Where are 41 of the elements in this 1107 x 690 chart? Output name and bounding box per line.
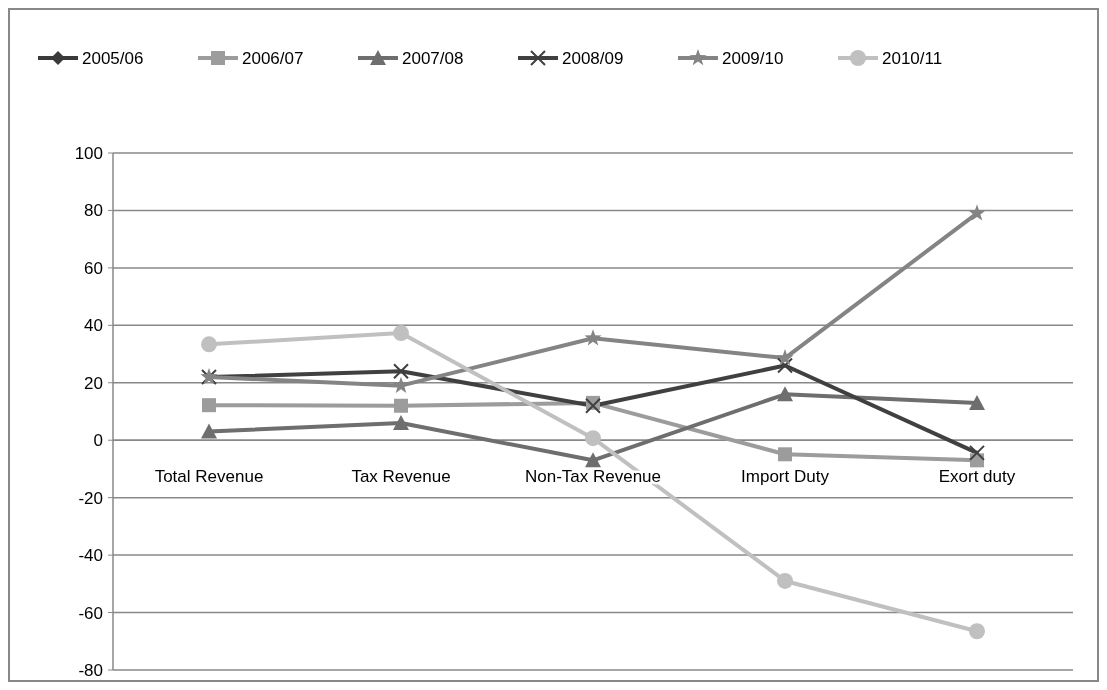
legend-label: 2009/10 bbox=[722, 48, 784, 68]
y-tick-label: 60 bbox=[84, 258, 103, 278]
x-tick-label: Exort duty bbox=[938, 467, 1016, 487]
point bbox=[201, 336, 217, 353]
y-tick-label: 0 bbox=[93, 431, 103, 451]
legend-label: 2010/11 bbox=[882, 48, 943, 68]
y-tick-label: -40 bbox=[78, 546, 103, 566]
point bbox=[968, 204, 986, 221]
point bbox=[585, 430, 601, 447]
y-tick-label: -20 bbox=[78, 488, 103, 508]
point bbox=[202, 398, 216, 413]
point bbox=[393, 363, 409, 380]
x-tick-label: Tax Revenue bbox=[351, 467, 451, 487]
point bbox=[776, 349, 794, 366]
point bbox=[969, 394, 985, 410]
y-tick-label: 80 bbox=[84, 201, 103, 221]
point bbox=[201, 423, 217, 439]
point bbox=[777, 572, 793, 589]
legend-label: 2007/08 bbox=[402, 48, 464, 68]
legend-label: 2006/07 bbox=[242, 48, 304, 68]
y-tick-label: 100 bbox=[74, 143, 103, 163]
y-tick-label: 20 bbox=[84, 373, 103, 393]
point bbox=[778, 447, 792, 462]
point bbox=[393, 414, 409, 430]
y-tick-label: -60 bbox=[78, 603, 103, 623]
y-tick-label: 40 bbox=[84, 316, 103, 336]
x-tick-label: Non-Tax Revenue bbox=[524, 467, 662, 487]
legend-label: 2005/06 bbox=[82, 48, 144, 68]
point bbox=[777, 357, 793, 374]
point bbox=[969, 623, 985, 640]
point bbox=[393, 325, 409, 342]
legend-label: 2008/09 bbox=[562, 48, 624, 68]
x-tick-label: Import Duty bbox=[741, 467, 830, 487]
y-tick-label: -80 bbox=[78, 660, 103, 680]
point bbox=[969, 444, 985, 461]
point bbox=[585, 452, 601, 468]
point bbox=[585, 397, 601, 414]
point bbox=[584, 329, 602, 346]
x-tick-label: Total Revenue bbox=[154, 467, 264, 487]
point bbox=[394, 398, 408, 413]
point bbox=[777, 386, 793, 402]
